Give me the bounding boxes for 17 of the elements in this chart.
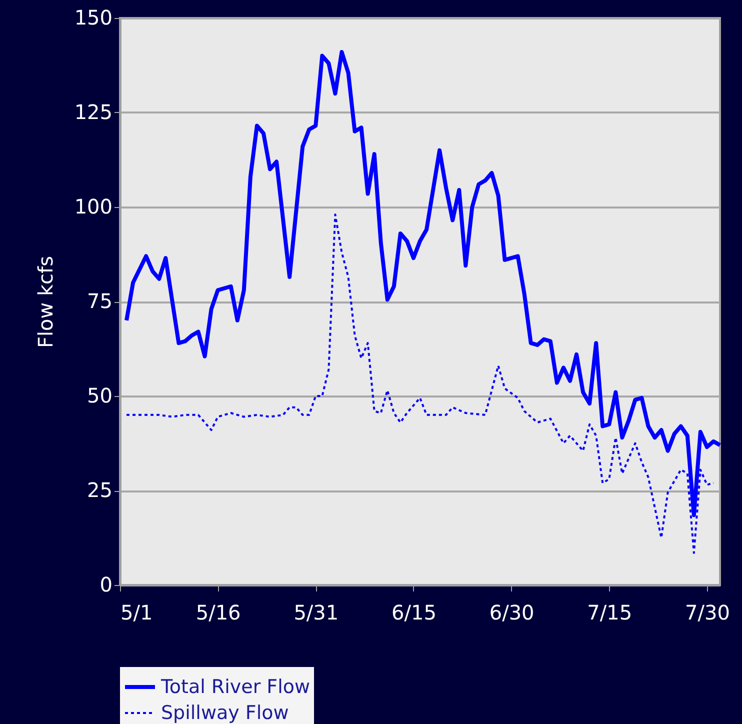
x-tick-label: 7/30 [684,600,730,624]
x-tick-label: 7/15 [587,600,632,624]
x-tick-label: 5/1 [120,600,153,624]
x-tick-label: 5/16 [196,600,241,624]
y-tick-label: 100 [74,194,112,218]
x-tick-label: 6/15 [392,600,436,624]
y-tick-label: 125 [74,100,112,124]
y-tick-label: 50 [87,384,112,408]
y-tick-label: 0 [100,572,112,596]
y-tick-label: 25 [87,478,112,502]
y-tick-label: 150 [74,6,112,30]
y-tick-label: 75 [87,289,112,313]
x-tick-label: 6/30 [489,600,534,624]
x-tick-label: 5/31 [294,600,339,624]
legend-label: Total River Flow [160,676,310,698]
y-axis-title: Flow kcfs [33,256,58,348]
legend-label: Spillway Flow [161,702,289,724]
